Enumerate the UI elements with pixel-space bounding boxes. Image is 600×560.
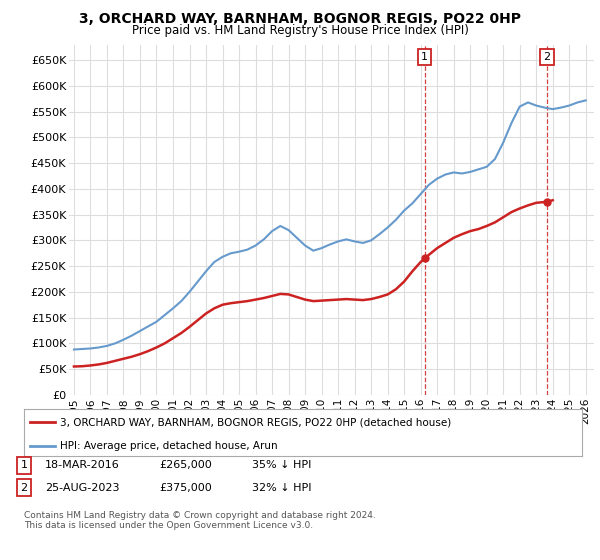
Text: 32% ↓ HPI: 32% ↓ HPI: [252, 483, 311, 493]
Text: 3, ORCHARD WAY, BARNHAM, BOGNOR REGIS, PO22 0HP: 3, ORCHARD WAY, BARNHAM, BOGNOR REGIS, P…: [79, 12, 521, 26]
Text: HPI: Average price, detached house, Arun: HPI: Average price, detached house, Arun: [60, 441, 278, 451]
Text: 2: 2: [544, 52, 551, 62]
Text: 35% ↓ HPI: 35% ↓ HPI: [252, 460, 311, 470]
Text: Price paid vs. HM Land Registry's House Price Index (HPI): Price paid vs. HM Land Registry's House …: [131, 24, 469, 36]
Text: 3, ORCHARD WAY, BARNHAM, BOGNOR REGIS, PO22 0HP (detached house): 3, ORCHARD WAY, BARNHAM, BOGNOR REGIS, P…: [60, 417, 452, 427]
Text: Contains HM Land Registry data © Crown copyright and database right 2024.
This d: Contains HM Land Registry data © Crown c…: [24, 511, 376, 530]
Text: £375,000: £375,000: [159, 483, 212, 493]
Text: 18-MAR-2016: 18-MAR-2016: [45, 460, 120, 470]
Text: 25-AUG-2023: 25-AUG-2023: [45, 483, 119, 493]
Text: 1: 1: [20, 460, 28, 470]
Text: 1: 1: [421, 52, 428, 62]
Text: £265,000: £265,000: [159, 460, 212, 470]
Text: 2: 2: [20, 483, 28, 493]
